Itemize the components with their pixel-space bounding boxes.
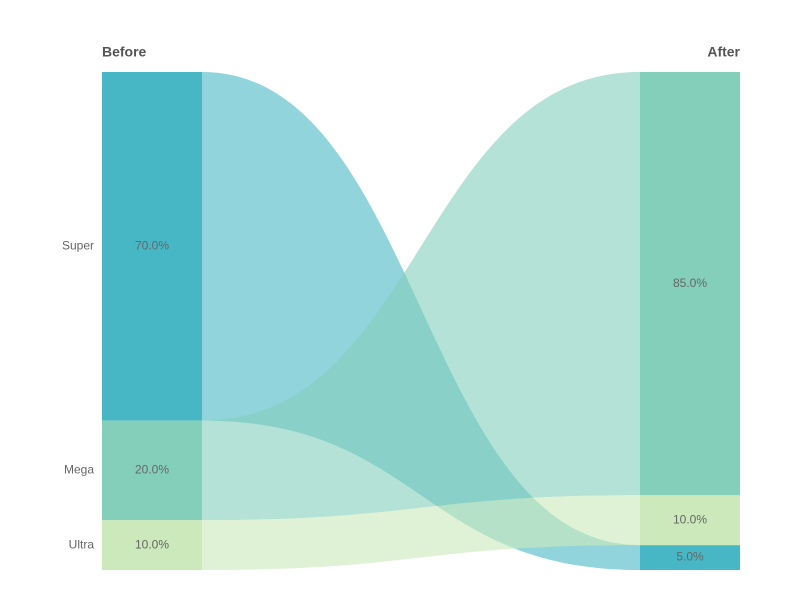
after-title: After [707,44,740,60]
flow [202,72,640,521]
flows [202,72,640,570]
value-label: 5.0% [676,550,704,564]
bars [102,72,740,570]
value-label: 10.0% [135,537,169,551]
category-label: Mega [64,463,94,477]
category-label: Ultra [69,537,95,551]
category-label: Super [62,238,94,252]
value-label: 85.0% [673,276,707,290]
bar [102,420,202,521]
bar [102,72,202,421]
bar [640,545,740,570]
value-label: 10.0% [673,512,707,526]
flow [202,495,640,570]
value-label: 20.0% [135,463,169,477]
bar [102,520,202,570]
bar [640,72,740,496]
before-title: Before [102,44,147,60]
value-label: 70.0% [135,238,169,252]
bar [640,495,740,546]
